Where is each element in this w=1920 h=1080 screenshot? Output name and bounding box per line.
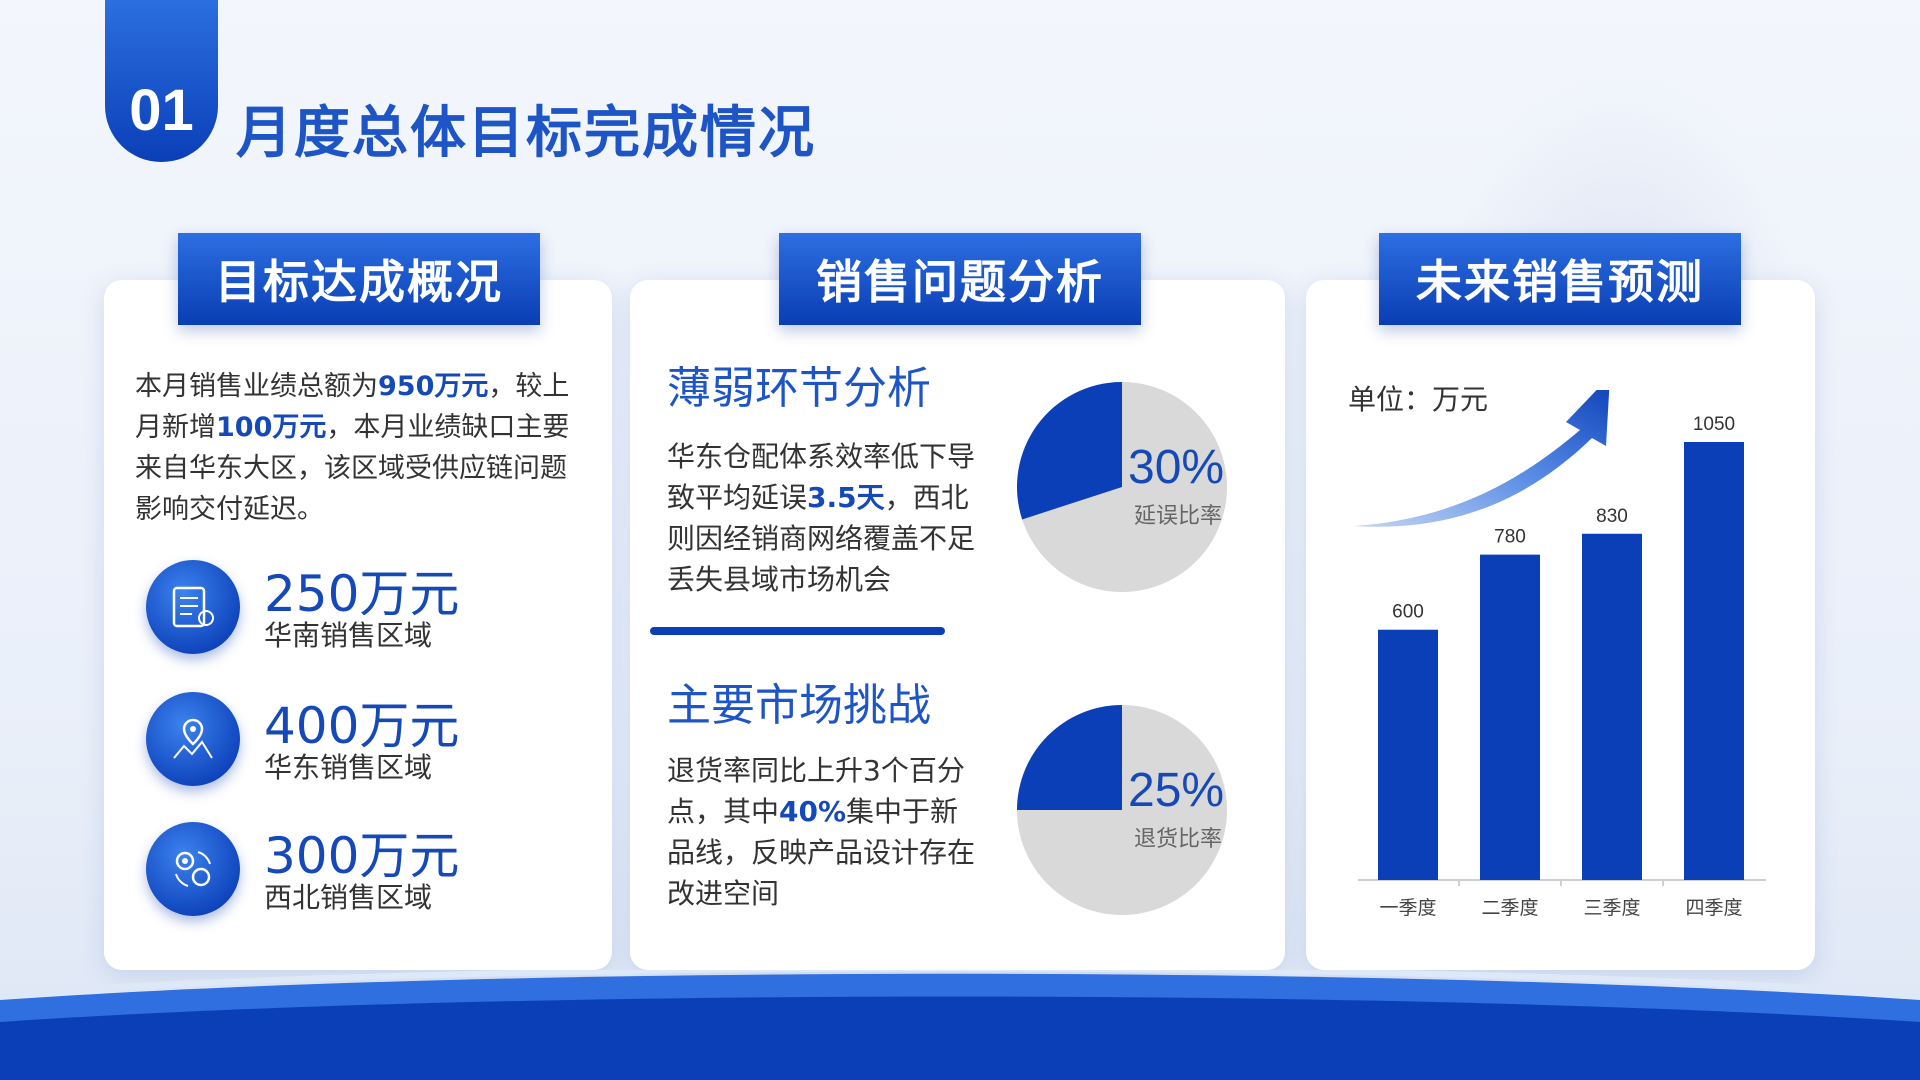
gear-cycle-icon (146, 822, 240, 916)
intro-text-part: ，本月业绩缺口主要来自华东大区，该区域受供应链问题影响交付延迟。 (135, 412, 570, 525)
pie-value-slice (1016, 382, 1122, 520)
delay-pie-value: 30% (1128, 441, 1225, 494)
weakness-text-part: 华东仓配体系效率低下导致平均延误 (667, 440, 976, 514)
forecast-bar-chart: 600 一季度 780 二季度 830 三季度 1050 四季度 (1354, 390, 1766, 919)
bar-value-label: 1050 (1693, 414, 1735, 435)
region-amount: 400万元 (264, 697, 460, 755)
delay-pie-chart (1016, 382, 1227, 592)
return-pie-chart (1017, 705, 1227, 915)
bar-value-label: 830 (1596, 506, 1628, 527)
delay-pie-label: 延误比率 (1134, 504, 1223, 529)
challenge-text-part: 集中于新品线，反映产品设计存在改进空间 (667, 795, 976, 910)
pie-value-slice (1017, 705, 1122, 810)
card-tag-target-overview: 目标达成概况 (178, 233, 540, 325)
bar-4 (1684, 442, 1744, 880)
intro-total-amount: 950万元 (378, 371, 489, 402)
card-tag-sales-issues: 销售问题分析 (779, 233, 1141, 325)
map-pin-icon (146, 692, 240, 786)
region-label: 华东销售区域 (264, 751, 433, 784)
region-item-south: 250万元 华南销售区域 (146, 554, 546, 654)
challenge-text: 退货率同比上升3个百分点，其中40%集中于新品线，反映产品设计存在改进空间 (667, 750, 977, 914)
intro-text-part: 本月销售业绩总额为 (135, 371, 378, 402)
region-label: 西北销售区域 (264, 881, 433, 914)
weakness-text-part: ，西北则因经销商网络覆盖不足丢失县域市场机会 (667, 481, 976, 596)
challenge-heading: 主要市场挑战 (667, 680, 931, 731)
region-amount: 250万元 (264, 565, 460, 623)
region-item-northwest: 300万元 西北销售区域 (146, 816, 546, 916)
card-tag-sales-forecast: 未来销售预测 (1379, 233, 1741, 325)
bar-3 (1582, 533, 1642, 880)
bar-1 (1378, 629, 1438, 880)
document-chart-icon (146, 560, 240, 654)
category-tick-label: 二季度 (1481, 897, 1538, 919)
return-pie-value: 25% (1128, 764, 1225, 817)
weakness-heading: 薄弱环节分析 (667, 363, 931, 414)
intro-text-part: ，较上月新增 (135, 371, 570, 443)
section-divider (650, 627, 945, 635)
intro-text: 本月销售业绩总额为950万元，较上月新增100万元，本月业绩缺口主要来自华东大区… (135, 366, 585, 530)
section-number-badge: 01 (105, 0, 218, 162)
growth-arrow-icon (1354, 390, 1610, 527)
intro-increase-amount: 100万元 (216, 412, 327, 443)
category-tick-label: 四季度 (1685, 897, 1742, 919)
bar-2 (1480, 554, 1540, 880)
delay-days: 3.5天 (807, 481, 885, 514)
category-tick-label: 一季度 (1379, 897, 1436, 919)
new-product-percent: 40% (779, 795, 847, 828)
bar-value-label: 780 (1494, 527, 1526, 548)
region-item-east: 400万元 华东销售区域 (146, 686, 546, 786)
region-amount: 300万元 (264, 827, 460, 885)
region-label: 华南销售区域 (264, 619, 433, 652)
bar-value-label: 600 (1392, 602, 1424, 623)
chart-unit-label: 单位：万元 (1348, 383, 1489, 416)
bottom-wave-decoration (0, 970, 1920, 1080)
challenge-text-part: 退货率同比上升3个百分点，其中 (667, 754, 965, 828)
category-tick-label: 三季度 (1583, 897, 1640, 919)
return-pie-label: 退货比率 (1134, 827, 1223, 852)
weakness-text: 华东仓配体系效率低下导致平均延误3.5天，西北则因经销商网络覆盖不足丢失县域市场… (667, 436, 977, 600)
page-title: 月度总体目标完成情况 (236, 101, 816, 166)
